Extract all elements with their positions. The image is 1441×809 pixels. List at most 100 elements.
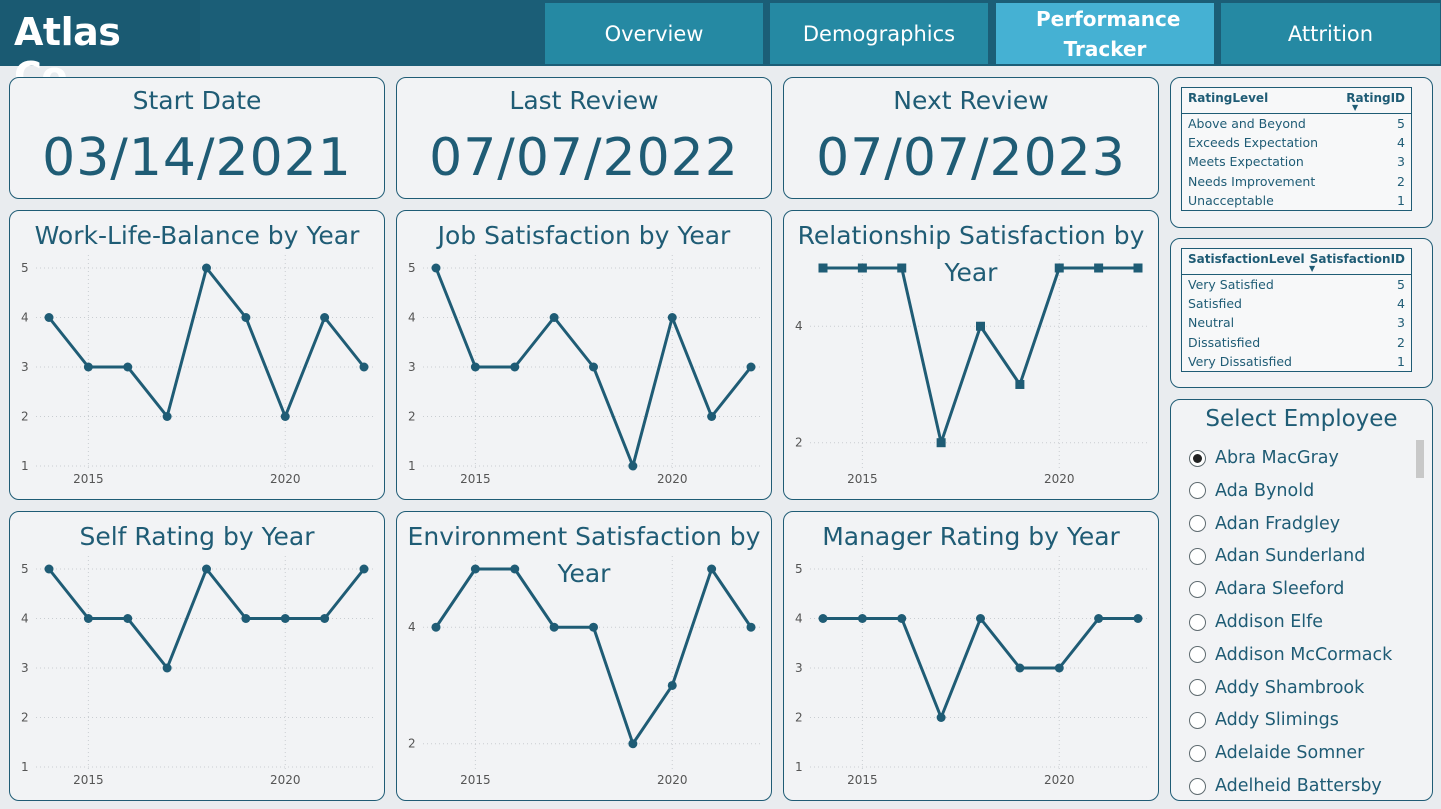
employee-option[interactable]: Addy Slimings bbox=[1189, 705, 1339, 735]
data-point[interactable] bbox=[123, 362, 133, 372]
data-point[interactable] bbox=[628, 739, 638, 749]
data-point[interactable] bbox=[976, 614, 985, 623]
data-point[interactable] bbox=[359, 362, 369, 372]
employee-option[interactable]: Adelheid Battersby bbox=[1189, 771, 1382, 801]
data-point[interactable] bbox=[470, 362, 480, 372]
start-date-title: Start Date bbox=[132, 86, 262, 115]
tab-overview[interactable]: Overview bbox=[545, 3, 763, 64]
data-point[interactable] bbox=[707, 412, 717, 421]
data-point[interactable] bbox=[936, 438, 946, 448]
data-point[interactable] bbox=[549, 313, 559, 322]
data-point[interactable] bbox=[936, 713, 946, 722]
radio-button-icon[interactable] bbox=[1189, 711, 1206, 729]
slicer-scrollbar[interactable] bbox=[1416, 440, 1424, 478]
data-point[interactable] bbox=[857, 614, 867, 623]
data-point[interactable] bbox=[1054, 663, 1064, 673]
data-point[interactable] bbox=[1133, 263, 1143, 273]
radio-button-icon[interactable] bbox=[1189, 449, 1206, 467]
y-tick-label: 4 bbox=[21, 311, 29, 325]
data-point[interactable] bbox=[202, 564, 211, 574]
satisfaction-level-cell: Neutral bbox=[1188, 315, 1235, 331]
data-point[interactable] bbox=[510, 362, 520, 372]
data-point[interactable] bbox=[589, 362, 598, 372]
data-point[interactable] bbox=[818, 614, 828, 623]
data-point[interactable] bbox=[1015, 663, 1025, 673]
rating-id-header[interactable]: RatingID bbox=[1346, 91, 1405, 105]
data-point[interactable] bbox=[162, 663, 172, 673]
data-point[interactable] bbox=[162, 412, 172, 421]
data-point[interactable] bbox=[857, 263, 867, 273]
data-point[interactable] bbox=[241, 614, 251, 623]
data-point[interactable] bbox=[667, 680, 677, 690]
employee-option[interactable]: Addison Elfe bbox=[1189, 607, 1323, 637]
tab-performance-tracker-label: Performance Tracker bbox=[1036, 6, 1181, 61]
data-point[interactable] bbox=[241, 313, 251, 322]
employee-option[interactable]: Addison McCormack bbox=[1189, 640, 1392, 670]
data-point[interactable] bbox=[1054, 263, 1064, 273]
data-point[interactable] bbox=[359, 564, 369, 574]
employee-option[interactable]: Addy Shambrook bbox=[1189, 673, 1364, 703]
data-point[interactable] bbox=[320, 614, 330, 623]
data-point[interactable] bbox=[431, 263, 441, 273]
data-point[interactable] bbox=[1094, 614, 1104, 623]
y-tick-label: 5 bbox=[21, 562, 29, 576]
employee-option[interactable]: Adan Fradgley bbox=[1189, 509, 1340, 539]
radio-button-icon[interactable] bbox=[1189, 646, 1206, 664]
employee-option[interactable]: Adelaide Somner bbox=[1189, 738, 1364, 768]
x-tick-label: 2015 bbox=[847, 472, 878, 486]
data-point[interactable] bbox=[123, 614, 133, 623]
satisfaction-level-header[interactable]: SatisfactionLevel bbox=[1188, 252, 1305, 266]
data-point[interactable] bbox=[431, 622, 441, 632]
data-point[interactable] bbox=[976, 321, 985, 331]
data-point[interactable] bbox=[83, 614, 93, 623]
data-point[interactable] bbox=[1015, 379, 1025, 389]
data-point[interactable] bbox=[818, 263, 828, 273]
data-point[interactable] bbox=[280, 412, 290, 421]
employee-slicer: Select Employee Abra MacGray Ada Bynold Ad… bbox=[1170, 399, 1433, 801]
data-point[interactable] bbox=[202, 263, 211, 273]
data-point[interactable] bbox=[510, 564, 520, 574]
data-point[interactable] bbox=[320, 313, 330, 322]
radio-button-icon[interactable] bbox=[1189, 613, 1206, 631]
data-point[interactable] bbox=[667, 313, 677, 322]
y-tick-label: 3 bbox=[21, 661, 29, 675]
satisfaction-rows: Very Satisfied 5 Satisfied 4 Neutral 3 Dissati… bbox=[1182, 275, 1411, 371]
radio-button-icon[interactable] bbox=[1189, 482, 1206, 500]
satisfaction-id-header[interactable]: SatisfactionID bbox=[1309, 252, 1405, 266]
employee-option[interactable]: Adan Sunderland bbox=[1189, 541, 1365, 571]
radio-button-icon[interactable] bbox=[1189, 744, 1206, 762]
rating-level-header[interactable]: RatingLevel bbox=[1188, 91, 1269, 105]
data-point[interactable] bbox=[83, 362, 93, 372]
sort-caret-icon: ▼ bbox=[1309, 264, 1316, 273]
table-row: Satisfied 4 bbox=[1182, 294, 1411, 313]
data-point[interactable] bbox=[628, 461, 638, 471]
tab-attrition[interactable]: Attrition bbox=[1221, 3, 1440, 64]
data-point[interactable] bbox=[470, 564, 480, 574]
work-life-balance-chart-title: Work-Life-Balance by Year bbox=[34, 221, 360, 250]
data-point[interactable] bbox=[746, 622, 756, 632]
y-tick-label: 1 bbox=[21, 760, 29, 774]
satisfaction-lookup-card: SatisfactionLevel SatisfactionID ▼ Very … bbox=[1170, 238, 1433, 388]
tab-performance-tracker[interactable]: Performance Tracker bbox=[996, 3, 1214, 64]
data-point[interactable] bbox=[897, 263, 907, 273]
radio-button-icon[interactable] bbox=[1189, 679, 1206, 697]
employee-option[interactable]: Adara Sleeford bbox=[1189, 574, 1344, 604]
rating-id-cell: 3 bbox=[1397, 154, 1405, 170]
employee-option[interactable]: Ada Bynold bbox=[1189, 476, 1314, 506]
radio-button-icon[interactable] bbox=[1189, 547, 1206, 565]
radio-button-icon[interactable] bbox=[1189, 777, 1206, 795]
data-point[interactable] bbox=[44, 313, 54, 322]
radio-button-icon[interactable] bbox=[1189, 580, 1206, 598]
employee-option[interactable]: Abra MacGray bbox=[1189, 443, 1339, 473]
tab-demographics[interactable]: Demographics bbox=[770, 3, 988, 64]
data-point[interactable] bbox=[549, 622, 559, 632]
data-point[interactable] bbox=[897, 614, 907, 623]
data-point[interactable] bbox=[1133, 614, 1143, 623]
data-point[interactable] bbox=[589, 622, 598, 632]
radio-button-icon[interactable] bbox=[1189, 515, 1206, 533]
data-point[interactable] bbox=[707, 564, 717, 574]
data-point[interactable] bbox=[44, 564, 54, 574]
data-point[interactable] bbox=[1094, 263, 1104, 273]
data-point[interactable] bbox=[746, 362, 756, 372]
data-point[interactable] bbox=[280, 614, 290, 623]
